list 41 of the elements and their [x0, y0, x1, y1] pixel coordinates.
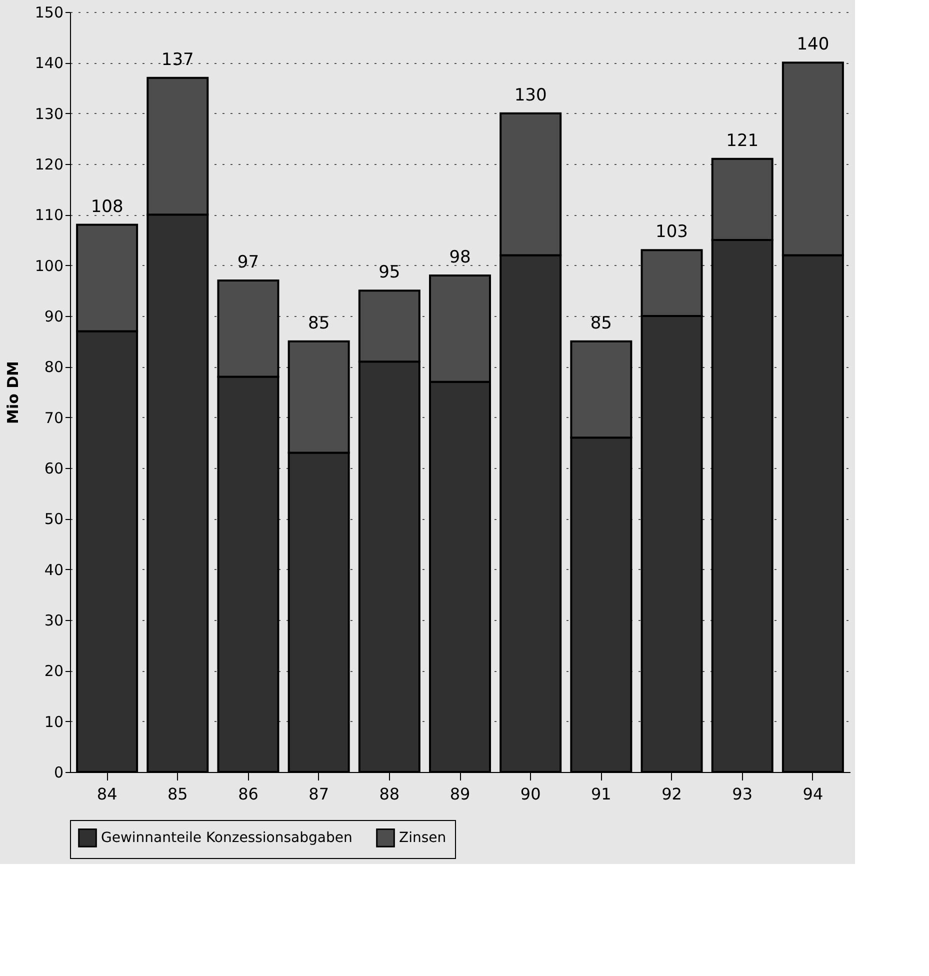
x-tick-label: 87	[308, 784, 330, 804]
total-label: 137	[161, 50, 194, 70]
x-tick-label: 92	[662, 784, 682, 804]
y-tick-label: 150	[34, 4, 64, 22]
total-label: 130	[514, 85, 547, 106]
x-tick-label: 84	[96, 784, 118, 804]
total-label: 108	[90, 196, 124, 217]
total-label: 98	[449, 247, 471, 268]
total-label: 103	[656, 222, 688, 242]
x-tick-label: 89	[450, 784, 470, 804]
x-tick-label: 94	[802, 784, 824, 804]
y-tick-label: 120	[34, 156, 64, 174]
y-tick-label: 90	[44, 308, 64, 326]
y-tick-label: 100	[34, 256, 64, 275]
x-tick-label: 93	[732, 784, 753, 804]
x-tick-label: 86	[238, 784, 258, 804]
y-tick-label: 140	[34, 54, 64, 72]
y-tick-label: 60	[44, 460, 64, 478]
total-label: 121	[726, 130, 759, 151]
total-label: 97	[237, 252, 260, 273]
y-tick-label: 70	[44, 408, 64, 427]
x-tick-label: 85	[167, 784, 188, 804]
total-label: 95	[378, 262, 400, 283]
y-tick-label: 80	[44, 358, 64, 376]
y-tick-label: 0	[54, 764, 64, 782]
total-label: 85	[590, 313, 612, 334]
y-tick-label: 130	[34, 104, 64, 123]
y-tick-label: 30	[44, 612, 64, 630]
y-tick-label: 50	[44, 510, 64, 528]
x-tick-label: 90	[520, 784, 541, 804]
y-axis-title: Mio DM	[4, 361, 22, 424]
legend-label: Zinsen	[399, 830, 446, 846]
y-tick-label: 110	[34, 206, 64, 224]
total-label: 85	[308, 313, 330, 334]
y-tick-label: 10	[44, 712, 64, 731]
y-tick-label: 40	[44, 560, 64, 579]
total-label: 140	[796, 34, 830, 55]
legend-label: Gewinnanteile Konzessionsabgaben	[101, 830, 352, 846]
x-tick-label: 91	[590, 784, 612, 804]
x-tick-label: 88	[379, 784, 400, 804]
y-tick-label: 20	[44, 662, 64, 680]
